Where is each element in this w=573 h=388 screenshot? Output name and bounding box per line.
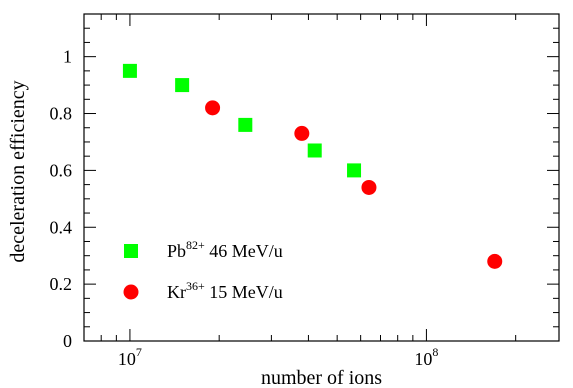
- data-points: [122, 63, 503, 269]
- legend-marker: [123, 284, 139, 300]
- kr-data-point: [294, 125, 310, 141]
- series-kr: [205, 100, 503, 269]
- y-tick-label: 1: [63, 47, 72, 67]
- kr-data-point: [205, 100, 221, 116]
- legend-marker: [124, 244, 138, 258]
- x-axis-title: number of ions: [261, 367, 382, 388]
- kr-data-point: [361, 179, 377, 195]
- legend-label: Pb82+ 46 MeV/u: [167, 238, 283, 261]
- series-pb: [122, 63, 362, 178]
- y-tick-label: 0.6: [50, 160, 73, 180]
- pb-data-point: [175, 78, 190, 93]
- kr-data-point: [487, 253, 503, 269]
- plot-frame: [83, 13, 560, 342]
- axis-ticks: [83, 14, 559, 342]
- y-tick-label: 0.8: [50, 104, 73, 124]
- pb-data-point: [307, 143, 322, 158]
- x-tick-label: 107: [118, 345, 142, 369]
- legend-entry-kr: Kr36+ 15 MeV/u: [123, 279, 283, 302]
- legend-entry-pb: Pb82+ 46 MeV/u: [124, 238, 283, 261]
- pb-data-point: [347, 163, 362, 178]
- pb-data-point: [122, 63, 137, 78]
- y-tick-label: 0: [63, 331, 72, 351]
- pb-data-point: [238, 117, 253, 132]
- y-axis-title: deceleration efficiency: [7, 80, 29, 262]
- y-tick-label: 0.2: [50, 274, 73, 294]
- legend: Pb82+ 46 MeV/u Kr36+ 15 MeV/u: [123, 238, 283, 302]
- x-tick-label: 108: [414, 345, 438, 369]
- y-tick-label: 0.4: [50, 217, 73, 237]
- legend-label: Kr36+ 15 MeV/u: [167, 279, 283, 302]
- tick-labels: 0 0.2 0.4 0.6 0.8 1 107 108: [50, 47, 439, 369]
